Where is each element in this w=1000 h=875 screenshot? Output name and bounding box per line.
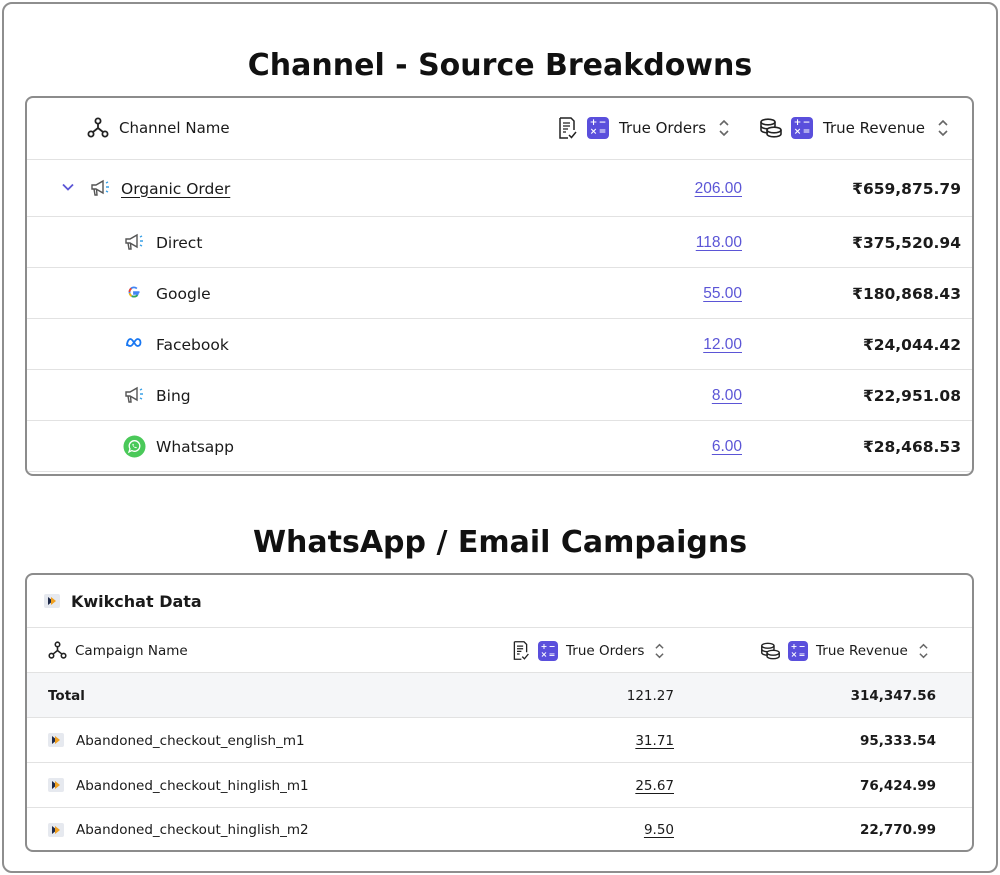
channel-section-title: Channel - Source Breakdowns — [247, 48, 753, 83]
megaphone-icon — [123, 231, 145, 253]
kwikchat-logo-icon — [48, 778, 64, 792]
orders-value-link[interactable]: 31.71 — [635, 732, 674, 749]
source-name: Google — [156, 284, 211, 303]
total-orders-value: 121.27 — [626, 687, 674, 704]
header-label: True Revenue — [816, 642, 908, 659]
channel-name-header[interactable]: Channel Name — [87, 98, 230, 158]
true-revenue-header[interactable]: + − × = True Revenue — [760, 628, 929, 673]
campaign-name: Abandoned_checkout_english_m1 — [76, 732, 305, 749]
revenue-value: ₹24,044.42 — [862, 335, 961, 354]
orders-value-link[interactable]: 6.00 — [711, 437, 742, 455]
revenue-value: 22,770.99 — [859, 822, 936, 838]
megaphone-icon — [123, 384, 145, 406]
table-row: Bing 8.00 ₹22,951.08 — [27, 370, 972, 421]
network-icon — [48, 641, 67, 660]
total-label: Total — [48, 687, 85, 704]
revenue-value: ₹22,951.08 — [862, 386, 961, 405]
table-row: Google 55.00 ₹180,868.43 — [27, 268, 972, 319]
kwikchat-logo-icon — [48, 733, 64, 747]
network-icon — [87, 117, 109, 139]
header-label: True Orders — [619, 119, 707, 137]
campaign-table: Kwikchat Data Campaign Name + − × = True Or… — [25, 573, 974, 852]
orders-value-link[interactable]: 9.50 — [643, 822, 674, 838]
true-orders-header[interactable]: + − × = True Orders — [555, 98, 730, 158]
table-header: Campaign Name + − × = True Orders + − × = True… — [27, 628, 972, 673]
orders-value-link[interactable]: 12.00 — [703, 335, 742, 353]
channel-group-link[interactable]: Organic Order — [121, 179, 231, 198]
true-revenue-header[interactable]: + − × = True Revenue — [759, 98, 949, 158]
table-header: Channel Name + − × = True Orders + − × = True … — [27, 98, 972, 160]
megaphone-icon — [89, 177, 111, 199]
header-label: Campaign Name — [75, 642, 188, 659]
source-name: Whatsapp — [156, 437, 234, 456]
table-row: Abandoned_checkout_hinglish_m1 25.67 76,… — [27, 763, 972, 808]
orders-value-link[interactable]: 55.00 — [703, 284, 742, 302]
header-label: Channel Name — [119, 119, 230, 137]
revenue-value: 95,333.54 — [859, 732, 936, 749]
orders-value-link[interactable]: 25.67 — [635, 777, 674, 794]
sort-icon[interactable] — [718, 118, 730, 138]
table-row: Direct 118.00 ₹375,520.94 — [27, 217, 972, 268]
campaign-section-title: WhatsApp / Email Campaigns — [252, 525, 748, 560]
source-name: Bing — [156, 386, 191, 405]
invoice-check-icon — [555, 116, 579, 140]
calculator-icon: + − × = — [538, 640, 558, 661]
source-name: Facebook — [156, 335, 229, 354]
table-row: Whatsapp 6.00 ₹28,468.53 — [27, 421, 972, 472]
sort-icon[interactable] — [918, 642, 929, 660]
coins-icon — [759, 117, 783, 139]
invoice-check-icon — [510, 640, 531, 661]
revenue-value: ₹180,868.43 — [852, 284, 961, 303]
panel-header: Kwikchat Data — [27, 575, 972, 628]
campaign-name: Abandoned_checkout_hinglish_m2 — [76, 822, 309, 838]
orders-value-link[interactable]: 206.00 — [694, 179, 742, 197]
sort-icon[interactable] — [654, 642, 665, 660]
header-label: True Orders — [566, 642, 645, 659]
header-label: True Revenue — [823, 119, 925, 137]
table-row-total: Total 121.27 314,347.56 — [27, 673, 972, 718]
revenue-value: ₹28,468.53 — [862, 437, 961, 456]
meta-icon — [125, 337, 143, 349]
orders-value-link[interactable]: 118.00 — [695, 233, 742, 251]
calculator-icon: + − × = — [788, 640, 808, 661]
campaign-name: Abandoned_checkout_hinglish_m1 — [76, 777, 309, 794]
google-icon — [127, 285, 141, 299]
table-row: Abandoned_checkout_hinglish_m2 9.50 22,7… — [27, 808, 972, 850]
table-row: Facebook 12.00 ₹24,044.42 — [27, 319, 972, 370]
kwikchat-logo-icon — [48, 823, 64, 837]
revenue-value: ₹375,520.94 — [852, 233, 961, 252]
true-orders-header[interactable]: + − × = True Orders — [510, 628, 665, 673]
coins-icon — [760, 641, 781, 661]
orders-value-link[interactable]: 8.00 — [711, 386, 742, 404]
revenue-value: ₹659,875.79 — [852, 179, 961, 198]
total-revenue-value: 314,347.56 — [850, 687, 936, 704]
calculator-icon: + − × = — [587, 117, 609, 139]
revenue-value: 76,424.99 — [859, 777, 936, 794]
table-row: Abandoned_checkout_english_m1 31.71 95,3… — [27, 718, 972, 763]
chevron-down-icon[interactable] — [61, 180, 75, 194]
table-row-group[interactable]: Organic Order 206.00 ₹659,875.79 — [27, 160, 972, 217]
calculator-icon: + − × = — [791, 117, 813, 139]
source-name: Direct — [156, 233, 203, 252]
kwikchat-logo-icon — [44, 594, 60, 608]
campaign-name-header[interactable]: Campaign Name — [48, 628, 188, 673]
panel-title: Kwikchat Data — [71, 592, 202, 611]
sort-icon[interactable] — [937, 118, 949, 138]
channel-source-table: Channel Name + − × = True Orders + − × = True … — [25, 96, 974, 476]
whatsapp-icon — [123, 435, 146, 458]
